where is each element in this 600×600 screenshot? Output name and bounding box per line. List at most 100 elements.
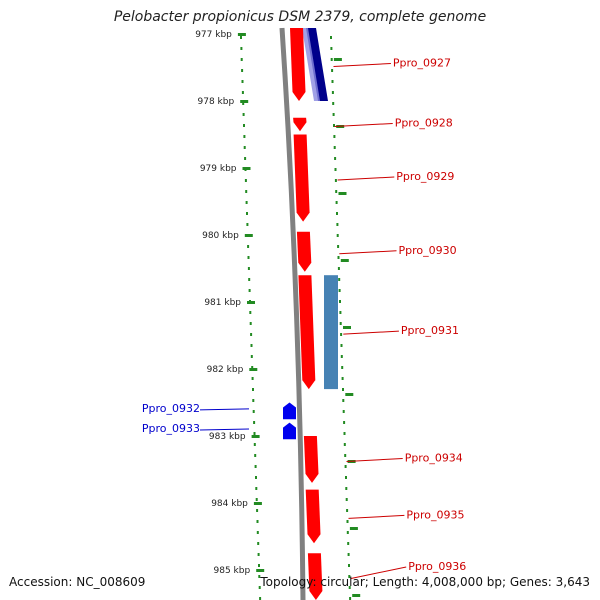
feature-track (302, 28, 338, 390)
ruler-dot (335, 190, 338, 193)
gene-label-Ppro_0931[interactable]: Ppro_0931 (401, 324, 459, 337)
ruler-dot (336, 212, 338, 215)
gene-label-Ppro_0928[interactable]: Ppro_0928 (395, 117, 453, 130)
feature-lightblue-bar (302, 28, 320, 101)
gene-arrow-Ppro_0930[interactable] (296, 231, 312, 272)
ruler-tick-left (240, 100, 249, 103)
ruler-dot (340, 344, 343, 347)
ruler-dot (343, 443, 346, 446)
ruler-dot (242, 113, 245, 116)
ruler-dot (346, 531, 349, 534)
gene-leader-line (343, 330, 399, 335)
ruler-dot (331, 69, 334, 72)
ruler-dot (246, 223, 249, 226)
ruler-dot (251, 366, 254, 369)
ruler-tick-right (333, 58, 342, 61)
gene-leader-line (339, 250, 397, 255)
gene-arrow-Ppro_0936[interactable] (307, 553, 323, 600)
ruler-tick-left (242, 167, 251, 170)
gene-arrow-Ppro_0929[interactable] (293, 134, 310, 222)
ruler-dot (349, 597, 352, 600)
ruler-tick-label: 985 kbp (214, 566, 251, 576)
gene-label-Ppro_0927[interactable]: Ppro_0927 (393, 57, 451, 70)
ruler-ticks: 977 kbp 978 kbp 979 kbp 980 kbp 981 kbp 982 k… (195, 30, 361, 597)
ruler-dot (245, 201, 248, 204)
ruler-tick-label: 977 kbp (195, 30, 232, 40)
ruler-dot (340, 333, 343, 336)
ruler-dot (258, 586, 261, 589)
ruler-dot (333, 135, 336, 138)
ruler-dot (338, 289, 341, 292)
ruler-dot (255, 476, 257, 479)
ruler-tick-label: 979 kbp (200, 164, 237, 174)
ruler-dot (243, 146, 246, 149)
ruler-dot (241, 69, 244, 72)
ruler-dot (339, 322, 342, 325)
ruler-dot (247, 267, 250, 270)
gene-labels: Ppro_0927 Ppro_0928 Ppro_0929 Ppro_0930 Ppro… (142, 57, 466, 580)
ruler-dot (339, 311, 342, 314)
gene-arrow-Ppro_0927[interactable] (290, 28, 306, 101)
ruler-dot (341, 377, 344, 380)
gene-leader-line (346, 458, 403, 462)
gene-arrow-Ppro_0934[interactable] (303, 436, 319, 483)
ruler-tick-label: 984 kbp (211, 499, 248, 509)
accession-text: Accession: NC_008609 (9, 575, 146, 589)
gene-track (283, 28, 323, 600)
ruler-dot (248, 289, 251, 292)
ruler-dot (348, 564, 350, 567)
ruler-dot (339, 300, 341, 303)
genome-summary: Topology: circular; Length: 4,008,000 bp… (260, 575, 590, 589)
gene-arrow-Ppro_0931[interactable] (298, 275, 316, 390)
gene-label-Ppro_0929[interactable]: Ppro_0929 (396, 170, 454, 183)
ruler-dot (344, 454, 347, 457)
gene-leader-line (348, 514, 405, 519)
ruler-dot (240, 36, 242, 39)
ruler-dot (242, 102, 245, 105)
ruler-dot (244, 157, 247, 160)
ruler-dot (243, 135, 246, 138)
ruler-dot (334, 168, 337, 171)
gene-arrow-Ppro_0933[interactable] (283, 422, 296, 440)
ruler-dot (255, 487, 258, 490)
gene-label-Ppro_0934[interactable]: Ppro_0934 (405, 452, 463, 465)
gene-label-Ppro_0932[interactable]: Ppro_0932 (142, 402, 200, 415)
ruler-dot (346, 520, 349, 523)
ruler-dot (337, 267, 340, 270)
ruler-dot (249, 322, 252, 325)
ruler-dot (345, 498, 348, 501)
gene-arrow-Ppro_0935[interactable] (305, 489, 321, 544)
ruler-dot (255, 498, 258, 501)
ruler-dot (240, 58, 243, 61)
ruler-dot (330, 36, 332, 39)
ruler-dot (341, 366, 344, 369)
gene-label-Ppro_0935[interactable]: Ppro_0935 (406, 508, 464, 521)
ruler-dot (247, 245, 250, 248)
feature-darkblue-bar (306, 28, 328, 101)
genome-backbone (279, 27, 306, 600)
ruler-dot (334, 179, 337, 182)
gene-label-Ppro_0933[interactable]: Ppro_0933 (142, 422, 200, 435)
ruler-dot (336, 223, 339, 226)
ruler-dot (249, 311, 252, 314)
ruler-dot (254, 454, 257, 457)
ruler-tick-label: 982 kbp (207, 365, 244, 375)
gene-arrow-Ppro_0932[interactable] (283, 402, 296, 420)
ruler-dot (347, 542, 350, 545)
ruler-dot (241, 80, 244, 83)
ruler-dots-left (240, 36, 262, 600)
ruler-tick-left (256, 569, 265, 572)
ruler-tick-label: 983 kbp (209, 432, 246, 442)
gene-label-Ppro_0936[interactable]: Ppro_0936 (408, 560, 466, 573)
gene-leader-line (199, 408, 250, 411)
ruler-dot (336, 234, 339, 237)
ruler-dot (344, 465, 347, 468)
gene-leader-line (337, 176, 395, 181)
gene-leader-line (350, 566, 407, 580)
ruler-dot (253, 443, 256, 446)
ruler-dot (343, 421, 346, 424)
ruler-dot (332, 102, 335, 105)
gene-label-Ppro_0930[interactable]: Ppro_0930 (399, 244, 457, 257)
ruler-tick-right (338, 192, 347, 195)
gene-arrow-Ppro_0928[interactable] (293, 117, 307, 132)
